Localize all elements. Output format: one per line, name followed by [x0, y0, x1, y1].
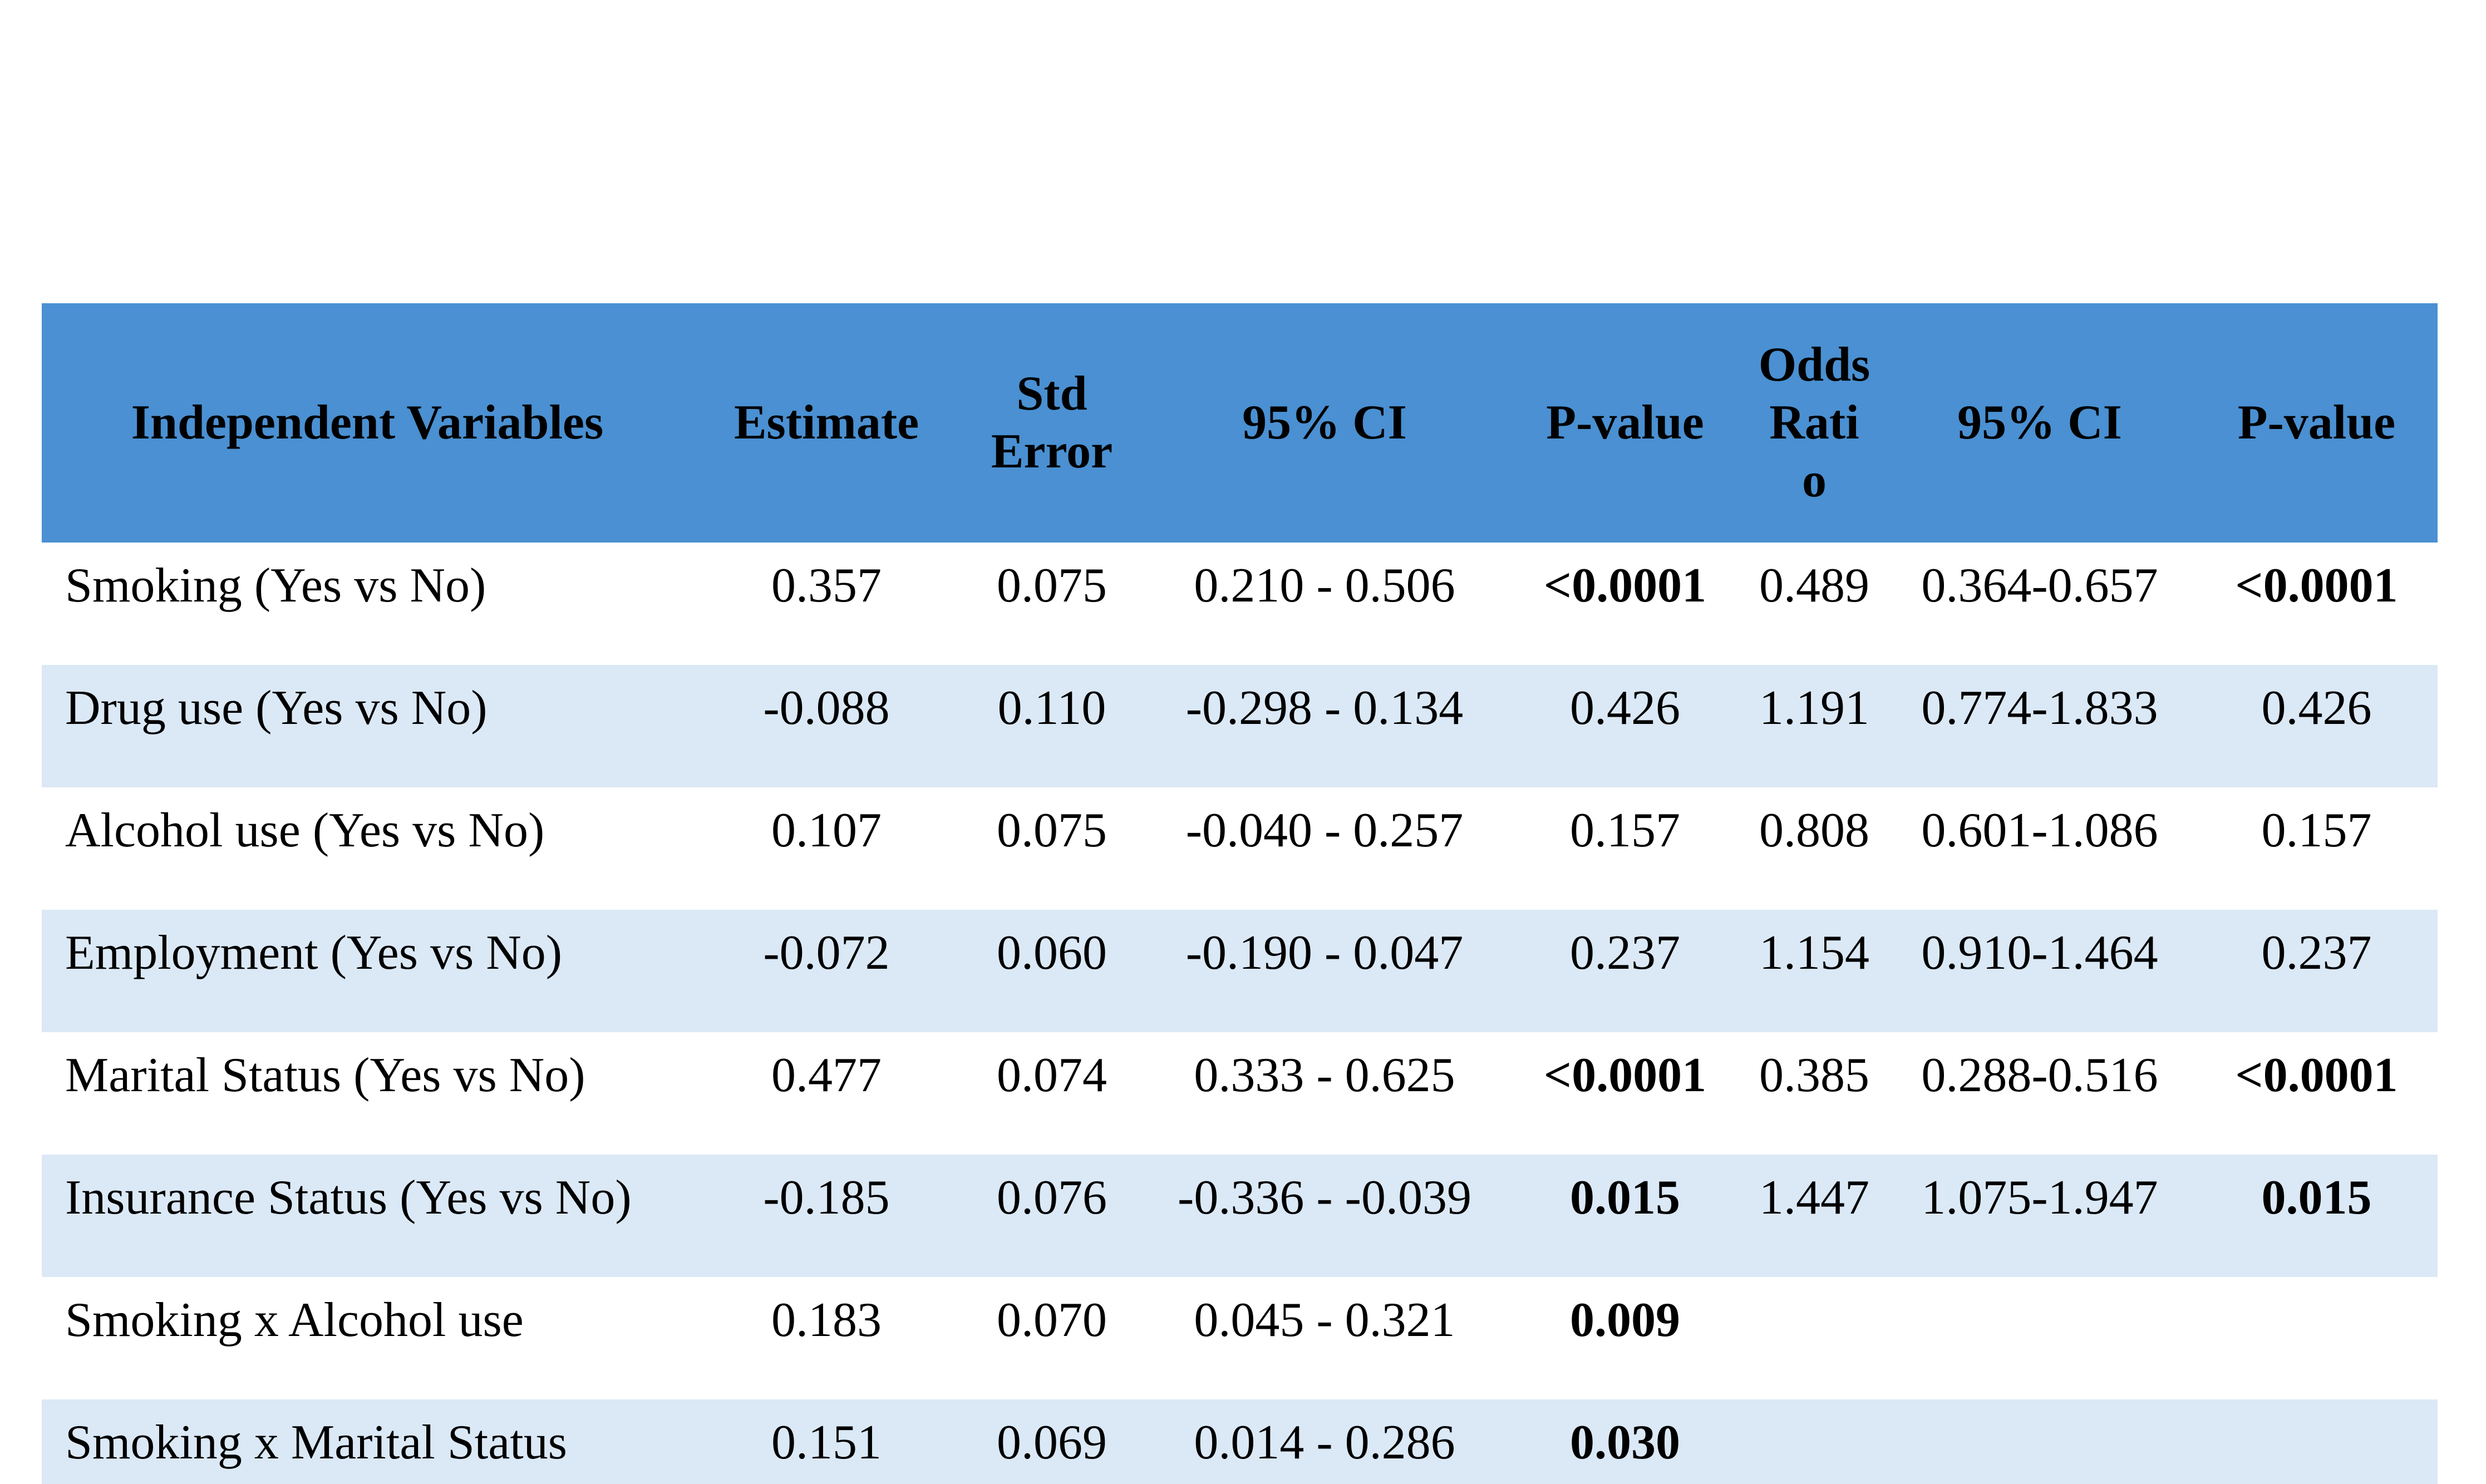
cell-or-ci: 0.364-0.657 — [1921, 559, 2158, 613]
cell-or-ci: 0.601-1.086 — [1921, 803, 2158, 857]
cell-estimate: 0.357 — [771, 559, 882, 613]
cell-variable: Insurance Status (Yes vs No) — [65, 1171, 632, 1225]
col-header-estimate: Estimate — [693, 303, 960, 543]
cell-p-value: <0.0001 — [1543, 559, 1707, 613]
col-header-odds-ratio-line3: o — [1802, 453, 1827, 507]
cell-variable: Marital Status (Yes vs No) — [65, 1048, 585, 1102]
cell-variable: Drug use (Yes vs No) — [65, 681, 488, 735]
table-row-employment: Employment (Yes vs No) -0.072 0.060 -0.1… — [42, 910, 2438, 1032]
cell-ci: -0.040 - 0.257 — [1185, 803, 1464, 857]
table-row-marital-status: Marital Status (Yes vs No) 0.477 0.074 0… — [42, 1032, 2438, 1155]
cell-or-p-value: 0.157 — [2261, 803, 2372, 857]
table-row-smoking-x-marital: Smoking x Marital Status 0.151 0.069 0.0… — [42, 1399, 2438, 1484]
cell-std-error: 0.060 — [997, 926, 1107, 980]
col-header-95ci: 95% CI — [1144, 303, 1505, 543]
cell-p-value: 0.426 — [1570, 681, 1680, 735]
cell-odds-ratio: 0.808 — [1759, 803, 1869, 857]
cell-or-ci — [1884, 1277, 2195, 1399]
cell-std-error: 0.074 — [997, 1048, 1107, 1102]
col-header-or-p-value: P-value — [2195, 303, 2438, 543]
table-row-drug-use: Drug use (Yes vs No) -0.088 0.110 -0.298… — [42, 665, 2438, 787]
cell-estimate: 0.183 — [771, 1293, 882, 1347]
cell-or-p-value — [2195, 1399, 2438, 1484]
cell-ci: -0.190 - 0.047 — [1185, 926, 1464, 980]
cell-variable: Alcohol use (Yes vs No) — [65, 803, 545, 857]
cell-variable: Smoking x Marital Status — [65, 1416, 567, 1470]
col-header-std-error-line2: Error — [991, 425, 1113, 479]
cell-variable: Smoking (Yes vs No) — [65, 559, 486, 613]
cell-ci: 0.333 - 0.625 — [1194, 1048, 1455, 1102]
cell-ci: 0.210 - 0.506 — [1194, 559, 1455, 613]
col-header-odds-ratio-line1: Odds — [1758, 338, 1870, 392]
cell-or-ci: 0.288-0.516 — [1921, 1048, 2158, 1102]
col-header-independent-variables: Independent Variables — [42, 303, 693, 543]
cell-estimate: -0.185 — [763, 1171, 890, 1225]
cell-variable: Employment (Yes vs No) — [65, 926, 563, 980]
cell-variable: Smoking x Alcohol use — [65, 1293, 524, 1347]
cell-p-value: 0.157 — [1570, 803, 1680, 857]
cell-or-ci — [1884, 1399, 2195, 1484]
cell-estimate: -0.088 — [763, 681, 890, 735]
table-row-smoking: Smoking (Yes vs No) 0.357 0.075 0.210 - … — [42, 543, 2438, 665]
cell-p-value: 0.009 — [1570, 1293, 1680, 1347]
cell-odds-ratio — [1745, 1277, 1884, 1399]
cell-or-ci: 0.774-1.833 — [1921, 681, 2158, 735]
cell-estimate: -0.072 — [763, 926, 890, 980]
cell-ci: 0.014 - 0.286 — [1194, 1416, 1455, 1470]
cell-or-p-value: <0.0001 — [2235, 1048, 2398, 1102]
cell-odds-ratio: 0.489 — [1759, 559, 1869, 613]
col-header-std-error: Std Error — [960, 303, 1144, 543]
cell-ci: -0.336 - -0.039 — [1178, 1171, 1471, 1225]
cell-std-error: 0.069 — [997, 1416, 1107, 1470]
cell-ci: 0.045 - 0.321 — [1194, 1293, 1455, 1347]
cell-or-p-value: 0.426 — [2261, 681, 2372, 735]
cell-odds-ratio: 1.447 — [1759, 1171, 1869, 1225]
cell-estimate: 0.107 — [771, 803, 882, 857]
cell-std-error: 0.075 — [997, 559, 1107, 613]
table-row-alcohol-use: Alcohol use (Yes vs No) 0.107 0.075 -0.0… — [42, 787, 2438, 910]
cell-odds-ratio — [1745, 1399, 1884, 1484]
cell-or-p-value: <0.0001 — [2235, 559, 2398, 613]
cell-or-p-value: 0.237 — [2261, 926, 2372, 980]
col-header-odds-ratio: Odds Rati o — [1745, 303, 1884, 543]
header-row: Independent Variables Estimate Std Error… — [42, 303, 2438, 543]
col-header-std-error-line1: Std — [1016, 367, 1087, 421]
cell-std-error: 0.076 — [997, 1171, 1107, 1225]
cell-or-p-value — [2195, 1277, 2438, 1399]
cell-odds-ratio: 1.154 — [1759, 926, 1869, 980]
cell-odds-ratio: 0.385 — [1759, 1048, 1869, 1102]
cell-estimate: 0.477 — [771, 1048, 882, 1102]
cell-p-value: <0.0001 — [1543, 1048, 1707, 1102]
cell-or-p-value: 0.015 — [2261, 1171, 2372, 1225]
cell-p-value: 0.030 — [1570, 1416, 1680, 1470]
cell-std-error: 0.070 — [997, 1293, 1107, 1347]
cell-estimate: 0.151 — [771, 1416, 882, 1470]
cell-std-error: 0.075 — [997, 803, 1107, 857]
cell-odds-ratio: 1.191 — [1759, 681, 1869, 735]
col-header-p-value: P-value — [1505, 303, 1745, 543]
cell-p-value: 0.015 — [1570, 1171, 1680, 1225]
cell-std-error: 0.110 — [997, 681, 1106, 735]
cell-or-ci: 1.075-1.947 — [1921, 1171, 2158, 1225]
cell-or-ci: 0.910-1.464 — [1921, 926, 2158, 980]
col-header-odds-ratio-line2: Rati — [1769, 396, 1859, 450]
regression-results-table: Independent Variables Estimate Std Error… — [42, 303, 2438, 1484]
cell-p-value: 0.237 — [1570, 926, 1680, 980]
table-row-smoking-x-alcohol: Smoking x Alcohol use 0.183 0.070 0.045 … — [42, 1277, 2438, 1399]
cell-ci: -0.298 - 0.134 — [1185, 681, 1464, 735]
col-header-or-95ci: 95% CI — [1884, 303, 2195, 543]
table-row-insurance-status: Insurance Status (Yes vs No) -0.185 0.07… — [42, 1155, 2438, 1277]
